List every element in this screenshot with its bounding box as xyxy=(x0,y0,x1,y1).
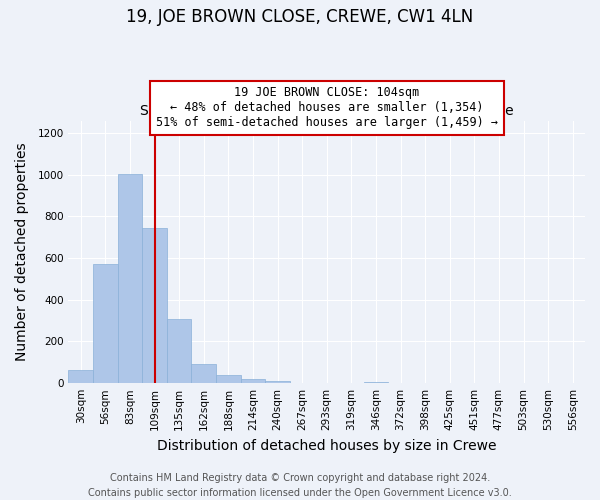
Y-axis label: Number of detached properties: Number of detached properties xyxy=(15,142,29,361)
Bar xyxy=(118,174,142,383)
Text: Contains HM Land Registry data © Crown copyright and database right 2024.
Contai: Contains HM Land Registry data © Crown c… xyxy=(88,472,512,498)
Bar xyxy=(167,318,191,383)
Bar xyxy=(364,382,388,383)
Bar xyxy=(191,364,216,383)
Bar xyxy=(241,379,265,383)
X-axis label: Distribution of detached houses by size in Crewe: Distribution of detached houses by size … xyxy=(157,438,496,452)
Bar xyxy=(68,370,93,383)
Bar xyxy=(216,375,241,383)
Text: 19, JOE BROWN CLOSE, CREWE, CW1 4LN: 19, JOE BROWN CLOSE, CREWE, CW1 4LN xyxy=(127,8,473,26)
Title: Size of property relative to detached houses in Crewe: Size of property relative to detached ho… xyxy=(140,104,514,118)
Text: 19 JOE BROWN CLOSE: 104sqm
← 48% of detached houses are smaller (1,354)
51% of s: 19 JOE BROWN CLOSE: 104sqm ← 48% of deta… xyxy=(156,86,498,130)
Bar xyxy=(93,264,118,383)
Bar xyxy=(265,381,290,383)
Bar xyxy=(142,228,167,383)
